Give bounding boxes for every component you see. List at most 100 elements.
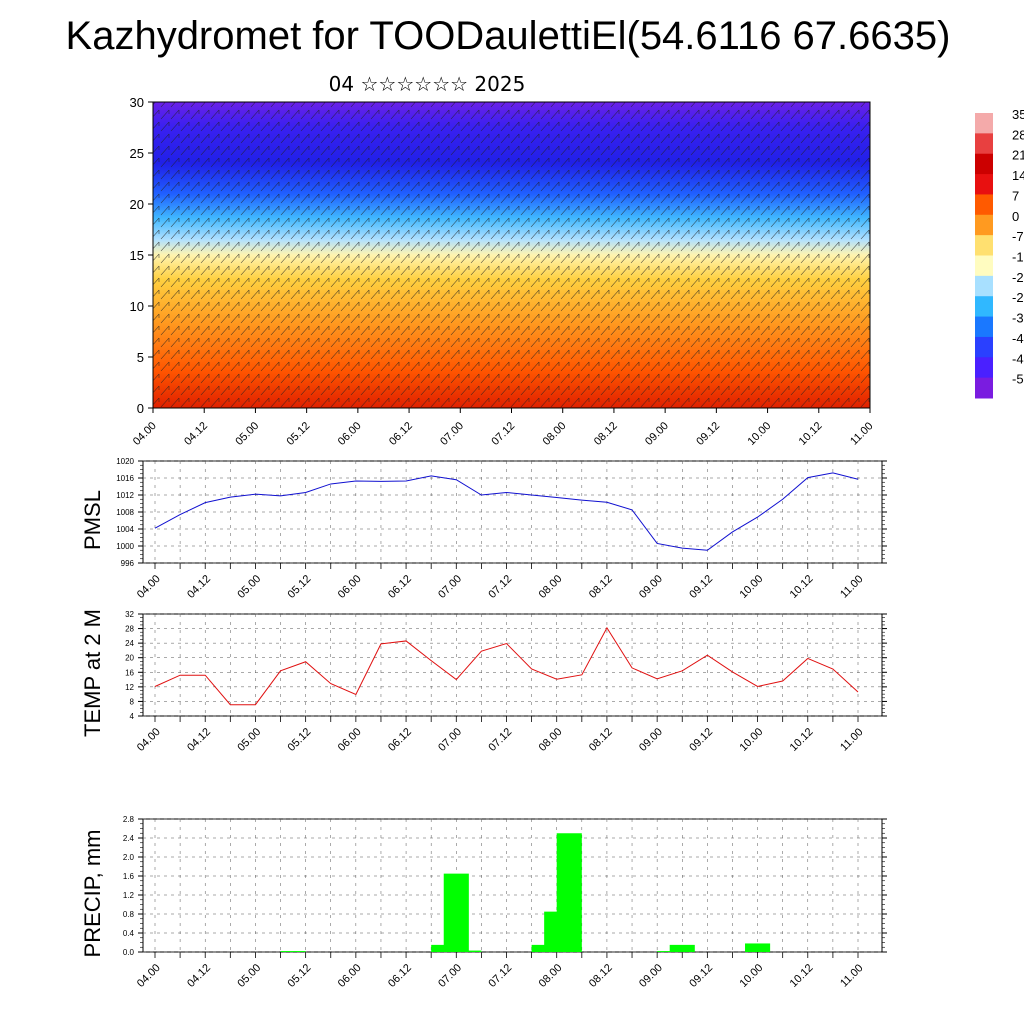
x-tick-label: 08.00 (541, 420, 569, 448)
x-tick-label: 07.12 (489, 420, 517, 448)
y-tick-label: 2.0 (123, 853, 135, 862)
chart-title: Kazhydromet for TOODaulettiEl(54.6116 67… (65, 14, 951, 58)
x-tick-label: 07.12 (486, 962, 514, 990)
precip-bar (456, 950, 482, 952)
x-tick-label: 04.12 (185, 573, 213, 601)
y-tick-label: 0 (137, 401, 144, 416)
x-tick-label: 05.12 (286, 573, 314, 601)
series-line (154, 472, 859, 551)
x-tick-label: 08.12 (587, 573, 615, 601)
colorbar-swatch (975, 316, 993, 338)
y-tick-label: 1.2 (123, 891, 135, 900)
y-tick-label: 1.6 (123, 872, 135, 881)
cross-section-panel: 0 5 10 15 20 25 30 04.00 04.12 05.00 05.12 06.00 06.… (130, 95, 876, 448)
y-tick-label: 16 (125, 668, 134, 677)
precip-bar (556, 833, 582, 952)
x-tick-label: 09.12 (694, 420, 722, 448)
precip-bar (431, 944, 457, 952)
x-tick-label: 10.00 (737, 573, 765, 601)
y-tick-label: 1020 (116, 457, 134, 466)
y-tick-label: 1008 (116, 508, 134, 517)
x-tick-label: 05.12 (286, 962, 314, 990)
pmsl-panel: 996 1000 1004 1008 1012 1016 1020 04.00 04.12 05.… (80, 457, 887, 601)
colorbar-swatch (975, 113, 993, 134)
x-tick-label: 06.00 (336, 573, 364, 601)
x-tick-label: 09.00 (637, 573, 665, 601)
precip-bar (280, 951, 306, 952)
x-tick-label: 10.00 (745, 420, 773, 448)
y-tick-label: 20 (130, 197, 144, 212)
x-tick-label: 06.00 (336, 962, 364, 990)
x-tick-label: 09.00 (637, 962, 665, 990)
x-tick-label: 06.00 (336, 726, 364, 754)
x-tick-label: 05.12 (286, 726, 314, 754)
colorbar-swatch (975, 275, 993, 297)
y-tick-label: 1004 (116, 525, 134, 534)
x-tick-label: 10.00 (737, 962, 765, 990)
x-tick-label: 06.12 (387, 420, 415, 448)
x-tick-label: 10.00 (737, 726, 765, 754)
x-tick-label: 04.12 (185, 726, 213, 754)
y-tick-label: 15 (130, 248, 144, 263)
colorbar-label: -1 (1012, 250, 1024, 265)
precip-bar (531, 944, 557, 952)
x-tick-label: 10.12 (788, 573, 816, 601)
panel-frame (142, 818, 883, 953)
x-tick-label: 04.12 (185, 962, 213, 990)
colorbar-label: -7 (1012, 229, 1024, 244)
x-tick-label: 10.12 (797, 420, 825, 448)
x-tick-label: 08.00 (537, 573, 565, 601)
precip-bar (745, 943, 771, 952)
x-tick-label: 04.00 (135, 573, 163, 601)
x-tick-label: 05.12 (285, 420, 313, 448)
x-tick-label: 07.00 (436, 573, 464, 601)
x-tick-label: 05.00 (235, 573, 263, 601)
precip-bar (669, 944, 695, 952)
colorbar-label: 14 (1012, 168, 1024, 183)
y-tick-label: 996 (121, 559, 135, 568)
y-tick-label: 1012 (116, 491, 134, 500)
colorbar-swatch (975, 296, 993, 318)
y-tick-label: 25 (130, 146, 144, 161)
x-tick-label: 09.12 (687, 726, 715, 754)
panel-frame (142, 460, 883, 564)
x-tick-label: 06.12 (386, 962, 414, 990)
x-tick-label: 10.12 (788, 726, 816, 754)
x-tick-label: 11.00 (848, 420, 875, 447)
x-tick-label: 05.00 (235, 962, 263, 990)
panel-frame (142, 613, 883, 717)
x-tick-label: 07.00 (436, 726, 464, 754)
x-tick-label: 04.00 (131, 420, 159, 448)
y-tick-label: 1016 (116, 474, 134, 483)
y-tick-label: 2.4 (123, 834, 135, 843)
x-tick-label: 09.12 (687, 962, 715, 990)
x-tick-label: 04.00 (135, 962, 163, 990)
y-tick-label: 10 (130, 299, 144, 314)
colorbar-swatch (975, 153, 993, 175)
colorbar-label: -4 (1012, 351, 1024, 366)
x-tick-label: 08.12 (587, 726, 615, 754)
chart-subtitle: 04 ☆☆☆☆☆☆ 2025 (328, 72, 526, 96)
y-axis-label: PMSL (80, 490, 105, 550)
y-tick-label: 30 (130, 95, 144, 110)
colorbar-swatch (975, 255, 993, 277)
y-tick-label: 0.4 (123, 929, 135, 938)
colorbar-swatch (975, 174, 993, 195)
colorbar-swatch (975, 357, 993, 379)
y-tick-label: 2.8 (123, 815, 135, 824)
x-tick-label: 11.00 (838, 573, 865, 600)
colorbar-label: -2 (1012, 290, 1024, 305)
x-tick-label: 11.00 (838, 962, 865, 989)
x-tick-label: 08.00 (537, 726, 565, 754)
colorbar-swatch (975, 133, 993, 155)
x-tick-label: 07.00 (438, 420, 466, 448)
y-tick-label: 4 (130, 712, 135, 721)
x-tick-label: 04.12 (182, 420, 210, 448)
temp-panel: 4 8 12 16 20 24 28 32 04.00 04.12 05.00 05.12 06.00 0… (80, 609, 887, 754)
x-tick-label: 07.00 (436, 962, 464, 990)
y-tick-label: 32 (125, 610, 134, 619)
colorbar-label: 28 (1012, 127, 1024, 142)
precip-panel: 0.0 0.4 0.8 1.2 1.6 2.0 2.4 2.8 04.00 04.12 05.00 0… (80, 815, 887, 990)
x-tick-label: 11.00 (838, 726, 865, 753)
